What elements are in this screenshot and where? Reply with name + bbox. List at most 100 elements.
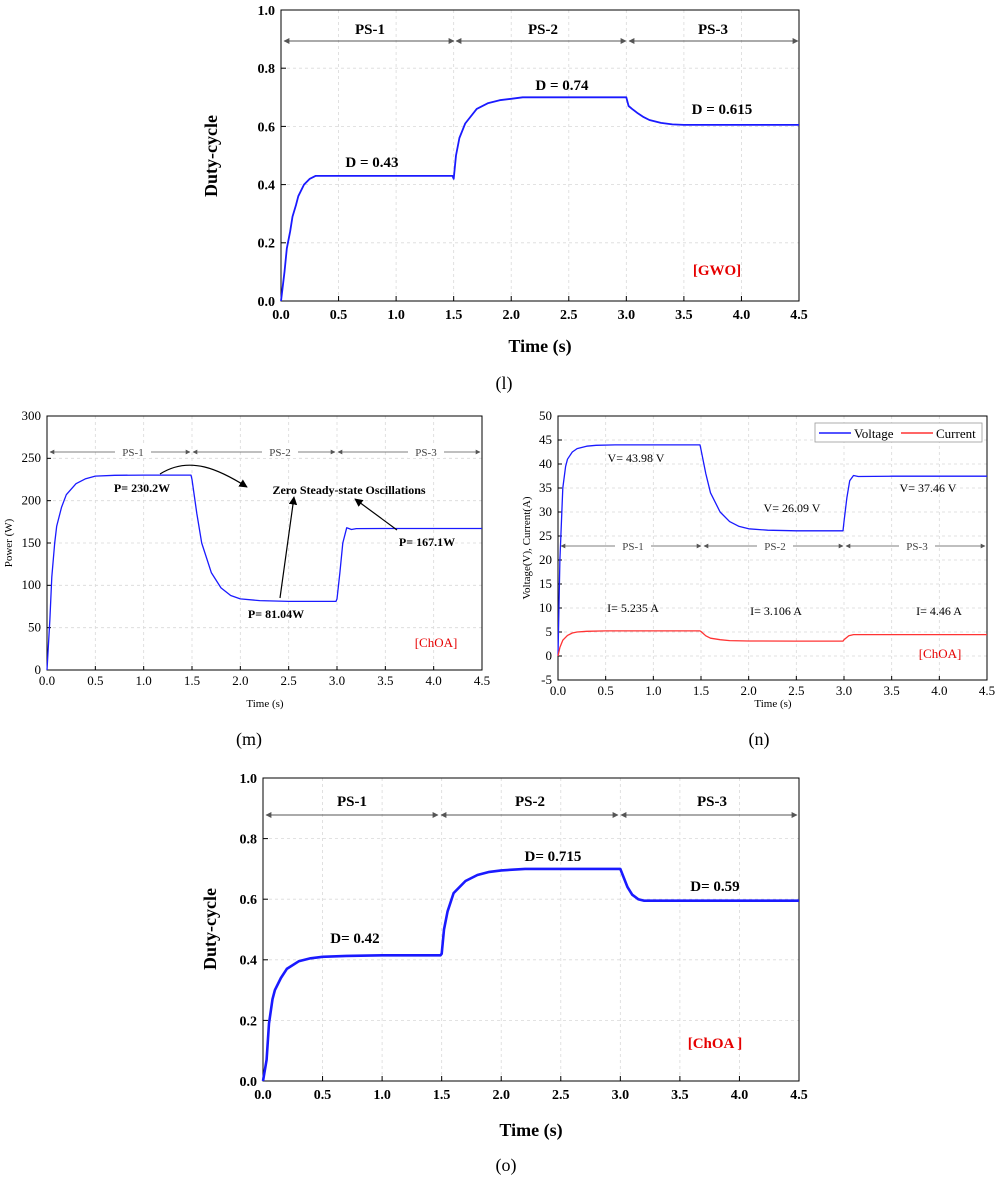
x-tick-label: 0.0: [254, 1088, 272, 1103]
y-tick-label: 50: [539, 408, 552, 423]
x-tick-label: 1.5: [433, 1088, 451, 1103]
x-tick-label: 0.0: [39, 673, 55, 688]
chart-o-xlabel: Time (s): [499, 1120, 562, 1141]
legend-label-voltage: Voltage: [854, 426, 894, 441]
y-tick-label: 50: [28, 620, 41, 635]
x-tick-label: 1.0: [387, 308, 405, 323]
x-tick-label: 2.0: [492, 1088, 510, 1103]
y-tick-label: 25: [539, 528, 552, 543]
chart-o-ticks: 0.0 0.5 1.0 1.5 2.0 2.5 3.0 3.5 4.0 4.5 0.0 0.2 0.4 0…: [240, 772, 808, 1103]
annotation-voltage-ps3: V= 37.46 V: [900, 481, 957, 495]
y-tick-label: 20: [539, 552, 552, 567]
chart-n-legend: Voltage Current: [814, 422, 983, 443]
y-tick-label: 0: [546, 648, 553, 663]
y-tick-label: 100: [22, 577, 42, 592]
phase-label-ps2: PS-2: [764, 541, 785, 553]
x-tick-label: 3.0: [329, 673, 345, 688]
chart-o-series-line: [261, 867, 799, 1082]
x-tick-label: 3.5: [675, 308, 693, 323]
x-tick-label: 0.5: [330, 308, 348, 323]
chart-m-series-line: [46, 474, 482, 671]
y-tick-label: 35: [539, 480, 552, 495]
x-tick-label: 1.5: [693, 683, 709, 698]
y-tick-label: 0.8: [258, 62, 276, 77]
chart-n-series-line: [557, 630, 987, 657]
x-tick-label: 2.5: [281, 673, 297, 688]
x-tick-label: 3.5: [377, 673, 393, 688]
x-tick-label: 3.5: [884, 683, 900, 698]
chart-m: 0.0 0.5 1.0 1.5 2.0 2.5 3.0 3.5 4.0 4.5 0 50 100 150 2…: [3, 408, 490, 710]
x-tick-label: 4.0: [731, 1088, 749, 1103]
caption-m: (m): [236, 729, 262, 750]
chart-n-frame: [557, 415, 988, 681]
annotation-duty-ps1: D = 0.43: [345, 155, 398, 171]
x-tick-label: 0.5: [314, 1088, 332, 1103]
x-tick-label: 4.5: [979, 683, 995, 698]
caption-o: (o): [496, 1155, 517, 1176]
chart-n-series-line: [557, 444, 987, 657]
y-tick-label: 1.0: [240, 772, 258, 787]
x-tick-label: 0.5: [598, 683, 614, 698]
x-tick-label: 4.0: [931, 683, 947, 698]
phase-label-ps1: PS-1: [122, 447, 143, 459]
phase-label-ps1: PS-1: [355, 22, 385, 38]
annotation-voltage-ps1: V= 43.98 V: [608, 451, 665, 465]
chart-l-frame: [280, 9, 800, 302]
y-tick-label: 45: [539, 432, 552, 447]
x-tick-label: 2.5: [788, 683, 804, 698]
x-tick-label: 4.0: [426, 673, 442, 688]
caption-l: (l): [496, 373, 513, 394]
phase-label-ps3: PS-3: [415, 447, 437, 459]
annotation-power-ps2: P= 81.04W: [248, 607, 304, 621]
x-tick-label: 4.5: [474, 673, 490, 688]
chart-l: 0.0 0.5 1.0 1.5 2.0 2.5 3.0 3.5 4.0 4.5 0.0 0.2 0.4 0…: [201, 4, 808, 357]
phase-label-ps3: PS-3: [697, 794, 727, 810]
algorithm-tag: [ChOA]: [415, 635, 458, 650]
chart-n-xlabel: Time (s): [754, 698, 792, 710]
x-tick-label: 2.0: [502, 308, 520, 323]
annotation-voltage-ps2: V= 26.09 V: [764, 501, 821, 515]
chart-o: 0.0 0.5 1.0 1.5 2.0 2.5 3.0 3.5 4.0 4.5 0.0 0.2 0.4 0…: [200, 772, 808, 1141]
x-tick-label: 4.0: [733, 308, 751, 323]
y-tick-label: 5: [546, 624, 553, 639]
x-tick-label: 2.0: [741, 683, 757, 698]
chart-m-ylabel: Power (W): [3, 518, 15, 567]
y-tick-label: -5: [541, 672, 552, 687]
annotation-current-ps1: I= 5.235 A: [607, 601, 659, 615]
annotation-current-ps3: I= 4.46 A: [916, 604, 962, 618]
chart-o-frame: [262, 777, 800, 1082]
algorithm-tag: [GWO]: [693, 263, 741, 279]
chart-m-xlabel: Time (s): [246, 698, 284, 710]
annotation-duty-ps1: D= 0.42: [330, 931, 379, 947]
y-tick-label: 0.6: [240, 893, 258, 908]
y-tick-label: 1.0: [258, 4, 276, 19]
x-tick-label: 3.5: [671, 1088, 689, 1103]
annotation-current-ps2: I= 3.106 A: [750, 604, 802, 618]
annotation-duty-ps3: D= 0.59: [690, 879, 739, 895]
algorithm-tag: [ChOA]: [919, 646, 962, 661]
legend-label-current: Current: [936, 426, 976, 441]
x-tick-label: 0.0: [272, 308, 290, 323]
annotation-duty-ps2: D = 0.74: [535, 78, 589, 94]
x-tick-label: 1.0: [136, 673, 152, 688]
y-tick-label: 0.2: [240, 1014, 258, 1029]
algorithm-tag: [ChOA ]: [688, 1036, 743, 1052]
y-tick-label: 150: [22, 535, 42, 550]
x-tick-label: 3.0: [836, 683, 852, 698]
phase-label-ps1: PS-1: [622, 541, 643, 553]
x-tick-label: 1.5: [184, 673, 200, 688]
y-tick-label: 250: [22, 450, 42, 465]
x-tick-label: 0.0: [550, 683, 566, 698]
y-tick-label: 200: [22, 493, 42, 508]
chart-n-ylabel: Voltage(V), Current(A): [521, 496, 533, 599]
y-tick-label: 0.8: [240, 833, 258, 848]
y-tick-label: 0.2: [258, 237, 276, 252]
annotation-duty-ps2: D= 0.715: [525, 849, 582, 865]
y-tick-label: 0.0: [240, 1075, 258, 1090]
phase-label-ps2: PS-2: [515, 794, 545, 810]
x-tick-label: 1.5: [445, 308, 463, 323]
y-tick-label: 0.6: [258, 120, 276, 135]
x-tick-label: 4.5: [790, 1088, 808, 1103]
x-tick-label: 2.0: [232, 673, 248, 688]
